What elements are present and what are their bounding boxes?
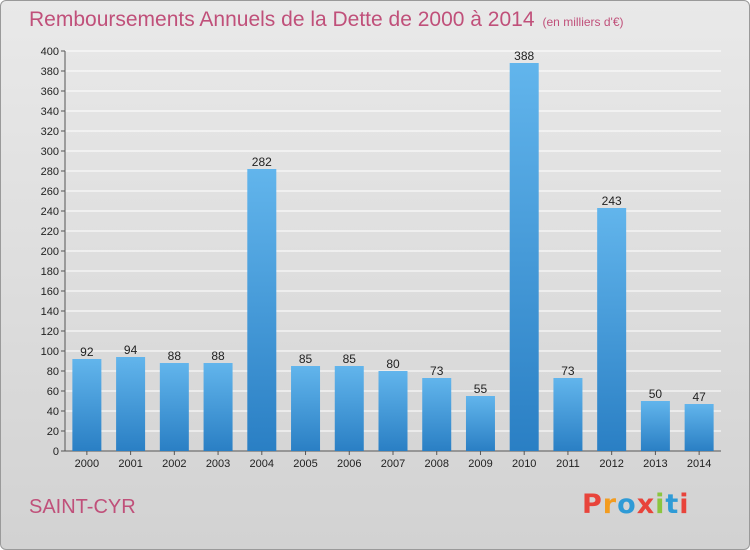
logo-letter: P — [582, 489, 603, 520]
bar-2014 — [684, 404, 714, 451]
title-main: Remboursements Annuels de la Dette de 20… — [29, 8, 535, 31]
x-tick-label: 2006 — [337, 458, 361, 470]
bar-2009 — [465, 396, 495, 451]
bar-2011 — [553, 378, 583, 451]
bar-2010 — [509, 63, 539, 451]
y-tick-label: 140 — [41, 306, 59, 318]
x-tick-label: 2012 — [599, 458, 623, 470]
bar-2013 — [640, 401, 670, 451]
data-label: 94 — [124, 343, 138, 357]
y-tick-label: 400 — [41, 46, 59, 58]
y-tick-label: 120 — [41, 326, 59, 338]
x-tick-label: 2003 — [206, 458, 230, 470]
y-tick-label: 240 — [41, 206, 59, 218]
data-label: 388 — [514, 49, 534, 63]
y-tick-label: 280 — [41, 166, 59, 178]
data-label: 243 — [602, 194, 622, 208]
x-tick-label: 2009 — [468, 458, 492, 470]
logo-letter: o — [617, 489, 637, 520]
logo-letter: i — [655, 489, 666, 520]
y-tick-label: 160 — [41, 286, 59, 298]
y-tick-label: 340 — [41, 106, 59, 118]
x-tick-label: 2010 — [512, 458, 536, 470]
data-label: 88 — [211, 349, 225, 363]
data-label: 73 — [430, 364, 444, 378]
data-label: 282 — [252, 155, 272, 169]
y-tick-label: 200 — [41, 246, 59, 258]
data-label: 85 — [343, 352, 357, 366]
bar-2005 — [291, 366, 321, 451]
x-tick-label: 2002 — [162, 458, 186, 470]
x-tick-label: 2005 — [293, 458, 317, 470]
bar-2003 — [203, 363, 233, 451]
bar-2001 — [116, 357, 146, 451]
x-tick-label: 2000 — [75, 458, 99, 470]
x-tick-label: 2004 — [250, 458, 274, 470]
bar-2002 — [159, 363, 189, 451]
bar-2008 — [422, 378, 452, 451]
bar-2012 — [597, 208, 627, 451]
data-label: 47 — [692, 390, 706, 404]
data-label: 50 — [649, 387, 663, 401]
chart-title: Remboursements Annuels de la Dette de 20… — [29, 8, 624, 32]
data-label: 88 — [168, 349, 182, 363]
data-label: 73 — [561, 364, 575, 378]
logo-letter: x — [636, 489, 656, 520]
x-tick-label: 2013 — [643, 458, 667, 470]
y-tick-label: 40 — [47, 406, 59, 418]
y-tick-label: 0 — [53, 446, 59, 458]
y-tick-label: 20 — [47, 426, 59, 438]
x-tick-label: 2008 — [424, 458, 448, 470]
logo-letter: r — [602, 489, 618, 520]
data-label: 55 — [474, 382, 488, 396]
y-tick-label: 380 — [41, 66, 59, 78]
proxiti-logo: Proxiti — [582, 489, 690, 520]
bar-2000 — [72, 359, 102, 451]
data-label: 80 — [386, 357, 400, 371]
title-unit: (en milliers d'€) — [542, 15, 624, 29]
y-tick-label: 180 — [41, 266, 59, 278]
data-label: 92 — [80, 345, 94, 359]
y-tick-label: 260 — [41, 186, 59, 198]
y-tick-label: 320 — [41, 126, 59, 138]
y-tick-label: 220 — [41, 226, 59, 238]
y-tick-label: 360 — [41, 86, 59, 98]
bar-2006 — [334, 366, 364, 451]
data-label: 85 — [299, 352, 313, 366]
y-tick-label: 60 — [47, 386, 59, 398]
city-name: SAINT-CYR — [29, 496, 136, 518]
x-tick-label: 2014 — [687, 458, 711, 470]
y-tick-label: 300 — [41, 146, 59, 158]
logo-letter: i — [679, 489, 690, 520]
x-tick-label: 2007 — [381, 458, 405, 470]
x-tick-label: 2001 — [118, 458, 142, 470]
logo-letter: t — [665, 489, 680, 520]
y-tick-label: 80 — [47, 366, 59, 378]
bar-2004 — [247, 169, 277, 451]
bar-2007 — [378, 371, 408, 451]
y-tick-label: 100 — [41, 346, 59, 358]
x-tick-label: 2011 — [556, 458, 580, 470]
